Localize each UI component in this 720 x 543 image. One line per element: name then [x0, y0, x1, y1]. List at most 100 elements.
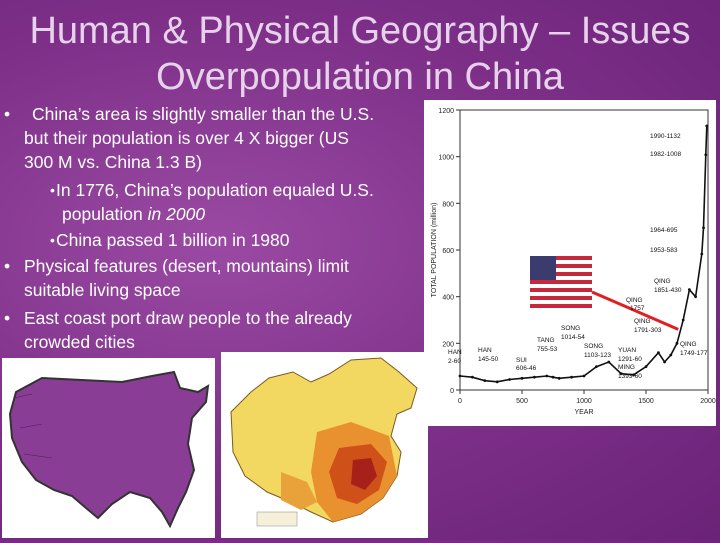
- data-label: 1014-54: [561, 334, 585, 341]
- x-tick-label: 500: [516, 398, 528, 405]
- data-label: 1964-695: [650, 227, 678, 234]
- data-label: QING: [680, 341, 697, 348]
- data-point: [545, 374, 549, 378]
- bullet-2-line-2: suitable living space: [24, 280, 181, 300]
- data-point: [582, 374, 586, 378]
- y-tick-label: 800: [442, 201, 454, 208]
- x-tick-label: 2000: [700, 398, 716, 405]
- data-label: SONG: [584, 343, 603, 350]
- bullet-2-line-1: Physical features (desert, mountains) li…: [24, 256, 349, 276]
- data-label: 1990-1132: [650, 133, 681, 140]
- data-label: 755-53: [537, 346, 558, 353]
- flag-stripe: [530, 292, 592, 296]
- data-point: [675, 341, 679, 345]
- x-tick-label: 0: [458, 398, 462, 405]
- data-point: [520, 376, 524, 380]
- data-label: SONG: [561, 325, 580, 332]
- data-point: [619, 372, 623, 376]
- flag-stripe: [530, 260, 592, 264]
- y-tick-label: 0: [450, 388, 454, 395]
- data-point: [471, 375, 474, 379]
- data-point: [669, 353, 673, 357]
- data-label: MING: [618, 364, 635, 371]
- title-line-1: Human & Physical Geography – Issues: [29, 10, 691, 52]
- data-label: 1291-60: [618, 356, 642, 363]
- sub-bullet-1-line-2: population in 2000: [62, 204, 206, 224]
- flag-stripe: [530, 264, 592, 268]
- data-label: QING: [654, 278, 671, 285]
- data-label: 1982-1008: [650, 151, 681, 158]
- bullet-1-line-3: 300 M vs. China 1.3 B): [24, 152, 202, 172]
- flag-stripe: [530, 276, 592, 280]
- flag-stripe: [530, 304, 592, 308]
- population-chart-svg: 0 200 400 600 800 1000 1200 0 500 1000 1500 2000 YEA…: [431, 108, 716, 416]
- x-tick-label: 1000: [576, 398, 592, 405]
- data-label: QING: [626, 297, 643, 304]
- slide-title: Human & Physical Geography – Issues Over…: [0, 8, 720, 100]
- bullet-marker: •: [4, 256, 11, 276]
- data-point: [688, 288, 691, 292]
- usa-map-image: [2, 358, 215, 538]
- flag-stripe: [530, 300, 592, 304]
- data-label: 2-60: [448, 358, 461, 365]
- map-legend: [256, 511, 298, 527]
- data-point: [533, 375, 536, 379]
- data-point: [657, 351, 660, 355]
- data-point: [551, 375, 555, 379]
- x-tick-label: 1500: [638, 398, 654, 405]
- data-point: [704, 153, 708, 157]
- data-point: [644, 365, 648, 369]
- sub-bullet-marker: •: [50, 232, 55, 248]
- data-point: [705, 124, 709, 128]
- y-axis-label: TOTAL POPULATION (million): [431, 203, 438, 298]
- data-point: [700, 252, 704, 256]
- data-label: YUAN: [618, 347, 636, 354]
- data-point: [458, 374, 462, 378]
- data-label: HAN: [478, 347, 492, 354]
- data-label: 1791-303: [634, 327, 662, 334]
- data-point: [508, 378, 511, 381]
- data-label: 606-46: [516, 365, 537, 372]
- data-label: 1757: [630, 305, 645, 312]
- data-label: HAN: [448, 349, 462, 356]
- bullet-3-line-2: crowded cities: [24, 332, 135, 352]
- flag-canton: [530, 256, 556, 280]
- bullet-marker: •: [4, 104, 11, 124]
- data-label: 1393-60: [618, 373, 642, 380]
- x-axis-label: YEAR: [574, 409, 593, 416]
- data-point: [557, 376, 561, 380]
- data-point: [495, 380, 499, 384]
- data-label: 1953-583: [650, 247, 678, 254]
- data-label: QING: [634, 318, 651, 325]
- flag-stripe: [530, 288, 592, 292]
- flag-stripe: [530, 256, 592, 260]
- population-chart: 0 200 400 600 800 1000 1200 0 500 1000 1500 2000 YEA…: [424, 100, 716, 426]
- comparison-arrow: [591, 290, 679, 331]
- data-label: 145-50: [478, 356, 499, 363]
- bullet-1-line-2: but their population is over 4 X bigger …: [24, 128, 349, 148]
- data-point: [663, 360, 666, 364]
- y-tick-label: 1200: [438, 108, 454, 115]
- flag-stripe: [530, 284, 592, 288]
- bullet-3-line-1: East coast port draw people to the alrea…: [24, 308, 352, 328]
- bullet-1-line-1: China’s area is slightly smaller than th…: [32, 104, 375, 124]
- flag-stripe: [530, 296, 592, 300]
- data-label: 1749-177: [680, 350, 708, 357]
- y-tick-label: 1000: [438, 155, 454, 162]
- y-tick-label: 400: [442, 295, 454, 302]
- data-point: [483, 379, 487, 383]
- flag-stripe: [530, 272, 592, 276]
- data-label: 1103-123: [584, 352, 611, 359]
- usa-silhouette: [8, 370, 210, 529]
- bullet-marker: •: [4, 308, 11, 328]
- data-label: 1851-430: [654, 287, 682, 294]
- sub-bullet-marker: •: [50, 182, 55, 198]
- data-point: [607, 360, 611, 364]
- sub-bullet-2-line-1: China passed 1 billion in 1980: [56, 230, 290, 250]
- sub-bullet-1-line-1: In 1776, China’s population equaled U.S.: [56, 180, 374, 200]
- data-point: [681, 318, 685, 322]
- china-density-map-image: [221, 352, 428, 538]
- data-point: [632, 373, 635, 377]
- title-line-2: Overpopulation in China: [156, 56, 564, 98]
- data-point: [702, 226, 705, 230]
